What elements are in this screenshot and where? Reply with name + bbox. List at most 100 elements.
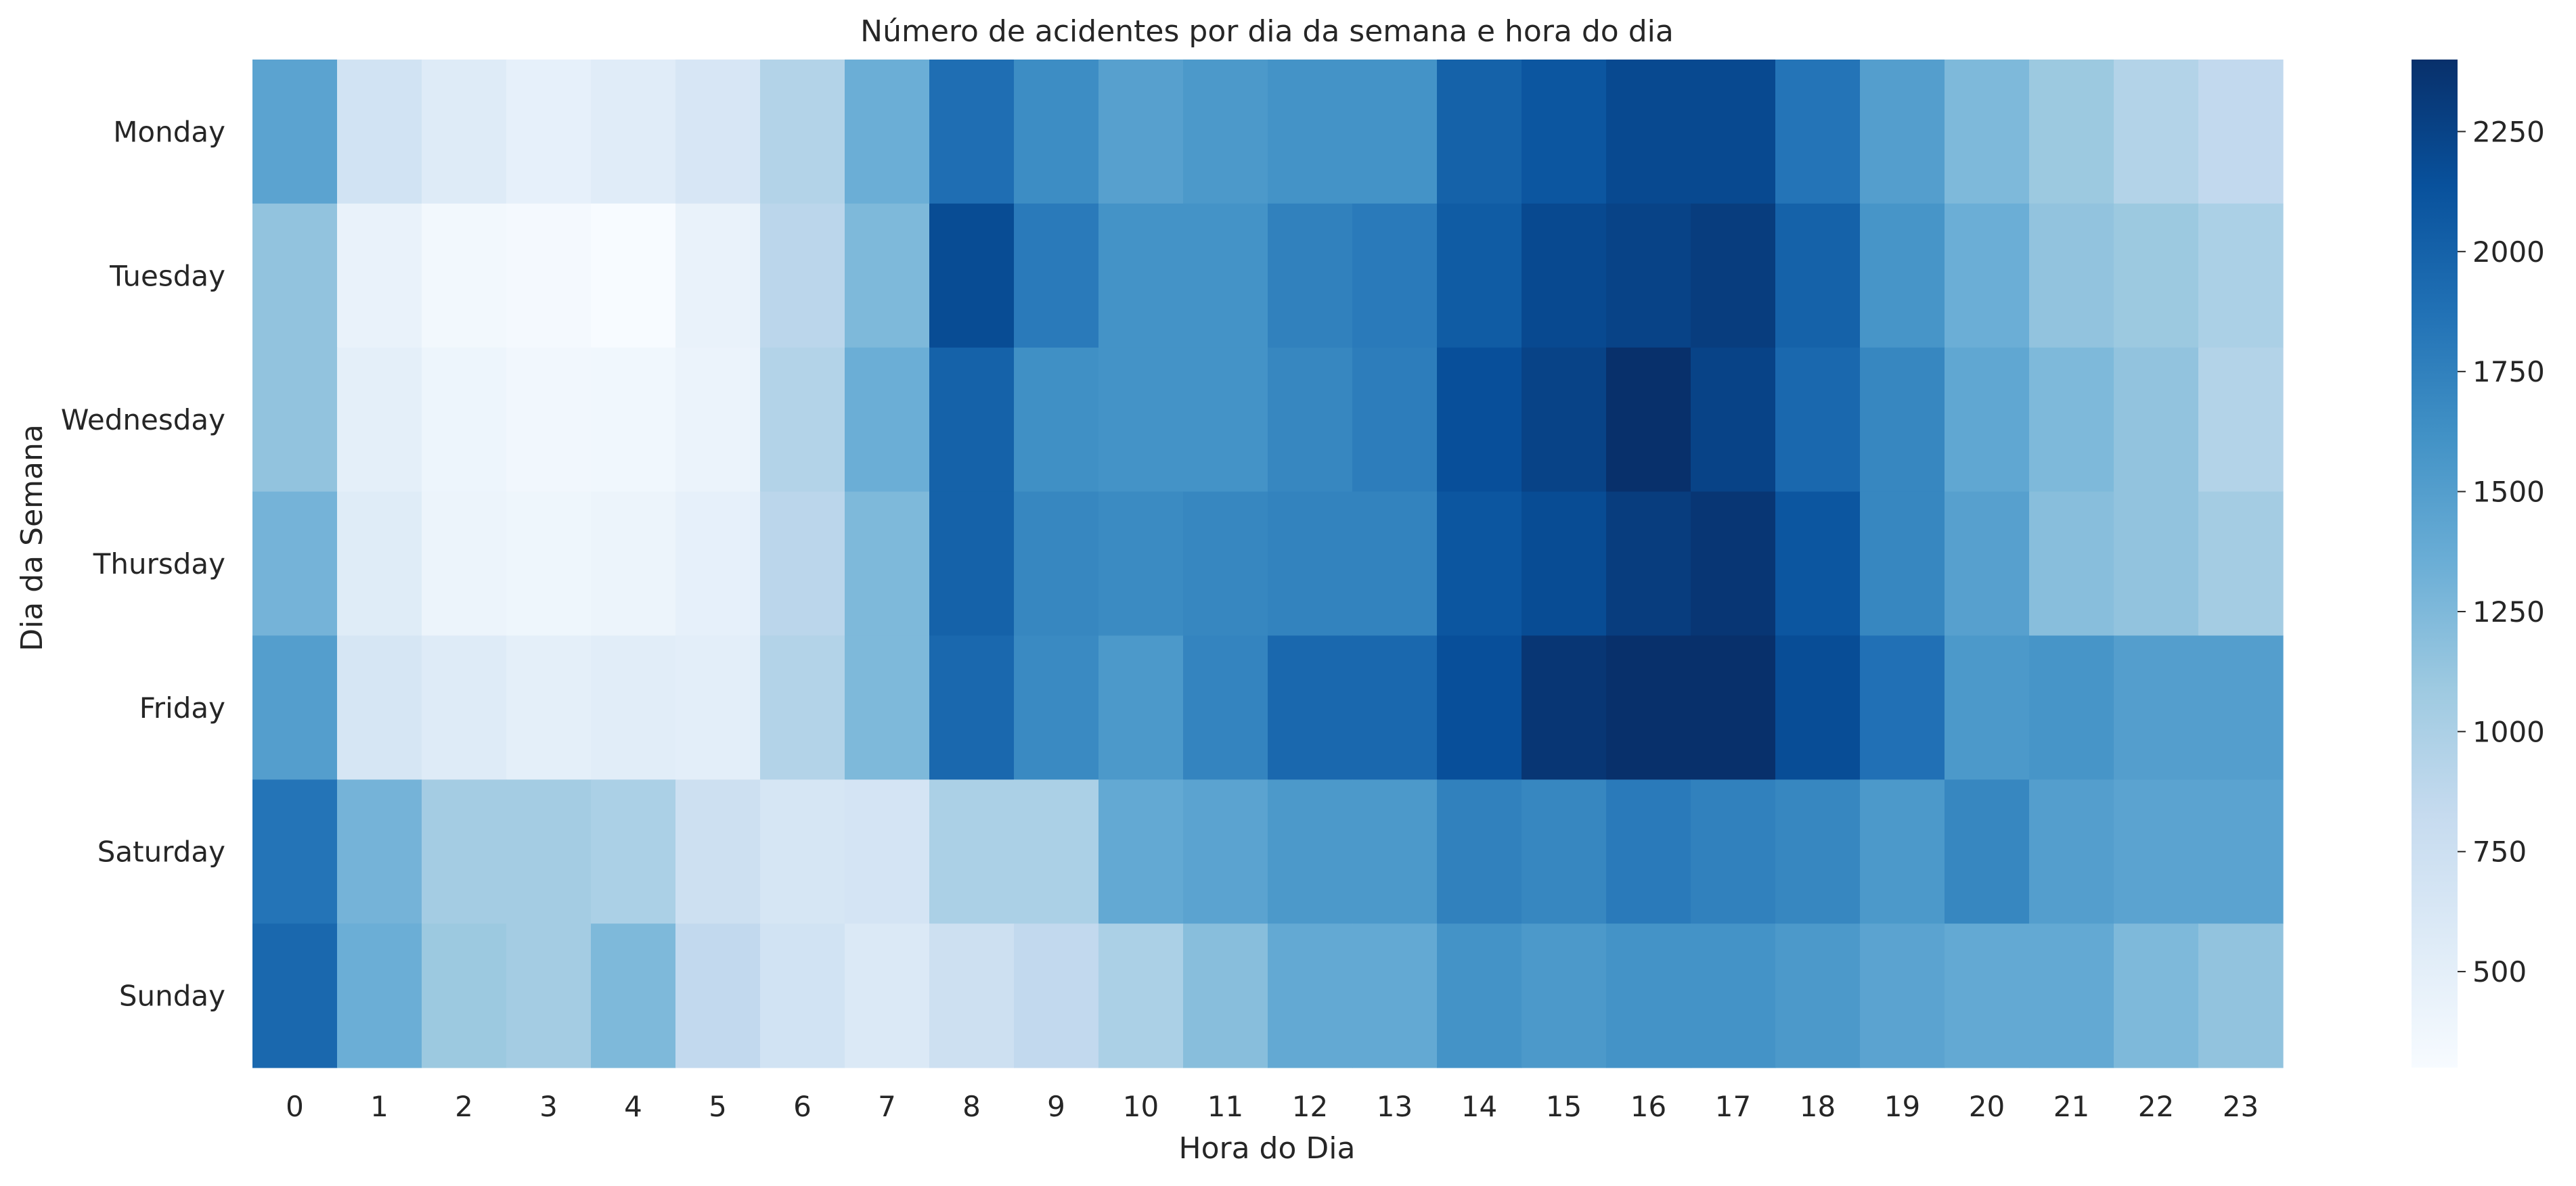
heatmap-cell	[675, 635, 761, 780]
heatmap-cell	[1860, 779, 1945, 924]
heatmap-cell	[1691, 347, 1776, 493]
x-axis-label: Hora do Dia	[1179, 1131, 1356, 1166]
heatmap-cell	[1775, 635, 1861, 780]
heatmap-cell	[591, 635, 676, 780]
colorbar-tick-label: 1750	[2472, 355, 2545, 388]
heatmap-cell	[506, 635, 592, 780]
heatmap-cell	[506, 491, 592, 637]
heatmap-cell	[1437, 779, 1522, 924]
heatmap-cell	[1860, 60, 1945, 204]
heatmap-cell	[1691, 635, 1776, 780]
heatmap-cell	[1775, 779, 1861, 924]
heatmap-cell	[675, 60, 761, 204]
heatmap-cell	[1945, 779, 2030, 924]
heatmap-cell	[1775, 923, 1861, 1068]
heatmap-cell	[675, 203, 761, 348]
heatmap-cell	[760, 347, 845, 493]
heatmap-cell	[2029, 203, 2114, 348]
heatmap-cell	[1098, 779, 1184, 924]
heatmap-cell	[591, 60, 676, 204]
x-tick-label: 3	[539, 1090, 558, 1123]
x-tick-label: 23	[2223, 1090, 2259, 1123]
heatmap-cell	[1014, 203, 1099, 348]
x-tick-label: 1	[370, 1090, 388, 1123]
heatmap-cell	[2029, 779, 2114, 924]
heatmap-cell	[2114, 203, 2199, 348]
heatmap-cell	[1352, 60, 1438, 204]
heatmap-cell	[929, 491, 1015, 637]
heatmap-cell	[1945, 60, 2030, 204]
x-tick-label: 11	[1207, 1090, 1243, 1123]
heatmap-cell	[1437, 635, 1522, 780]
heatmap-cell	[2198, 923, 2284, 1068]
heatmap-cell	[929, 923, 1015, 1068]
heatmap-cell	[591, 491, 676, 637]
x-tick-label: 21	[2053, 1090, 2089, 1123]
heatmap-cell	[252, 491, 338, 637]
x-tick-label: 12	[1292, 1090, 1328, 1123]
heatmap-cell	[760, 203, 845, 348]
colorbar-tick-label: 2250	[2472, 115, 2545, 148]
x-tick-label: 5	[709, 1090, 727, 1123]
heatmap-cell	[422, 923, 507, 1068]
x-tick-label: 9	[1047, 1090, 1065, 1123]
heatmap-cell	[1945, 203, 2030, 348]
heatmap-cell	[1522, 491, 1607, 637]
heatmap-cell	[1606, 779, 1691, 924]
colorbar-tick-label: 1000	[2472, 715, 2545, 748]
heatmap-cell	[1606, 635, 1691, 780]
y-tick-label: Monday	[113, 115, 225, 148]
heatmap-cell	[1268, 203, 1353, 348]
heatmap-cell	[1183, 60, 1268, 204]
heatmap-cell	[1183, 923, 1268, 1068]
heatmap-cell	[1014, 923, 1099, 1068]
heatmap-cell	[506, 923, 592, 1068]
heatmap-cell	[1098, 203, 1184, 348]
heatmap-cell	[1098, 635, 1184, 780]
y-tick-label: Saturday	[97, 836, 225, 869]
heatmap-cell	[337, 923, 422, 1068]
heatmap-cell	[1522, 635, 1607, 780]
x-tick-label: 6	[793, 1090, 812, 1123]
heatmap-cell	[2198, 347, 2284, 493]
heatmap-cell	[1860, 635, 1945, 780]
heatmap-cell	[845, 203, 930, 348]
colorbar-tick-label: 1250	[2472, 595, 2545, 629]
x-tick-label: 22	[2138, 1090, 2174, 1123]
y-tick-label: Sunday	[119, 980, 225, 1013]
heatmap-cell	[845, 60, 930, 204]
heatmap-cell	[422, 203, 507, 348]
heatmap-cell	[1352, 491, 1438, 637]
heatmap-cell	[1268, 347, 1353, 493]
heatmap-cell	[1606, 491, 1691, 637]
heatmap-cell	[929, 635, 1015, 780]
heatmap-cell	[1183, 491, 1268, 637]
heatmap-cell	[337, 491, 422, 637]
heatmap-cell	[1183, 203, 1268, 348]
heatmap-cell	[2198, 779, 2284, 924]
heatmap-cell	[1183, 779, 1268, 924]
x-tick-label: 13	[1377, 1090, 1413, 1123]
heatmap-cell	[1522, 203, 1607, 348]
heatmap-cell	[506, 347, 592, 493]
heatmap-cell	[252, 779, 338, 924]
colorbar-tick-label: 2000	[2472, 235, 2545, 269]
heatmap-cell	[1098, 60, 1184, 204]
heatmap-cell	[1775, 491, 1861, 637]
heatmap-cell	[2114, 60, 2199, 204]
heatmap-cell	[252, 923, 338, 1068]
heatmap-cell	[1606, 203, 1691, 348]
heatmap-cell	[591, 347, 676, 493]
heatmap-cell	[1775, 203, 1861, 348]
heatmap-cell	[422, 635, 507, 780]
x-tick-label: 7	[878, 1090, 896, 1123]
x-tick-label: 18	[1800, 1090, 1836, 1123]
heatmap-cell	[1691, 203, 1776, 348]
heatmap-cell	[1352, 923, 1438, 1068]
heatmap-cell	[1268, 923, 1353, 1068]
heatmap-cell	[1775, 347, 1861, 493]
heatmap-cell	[252, 203, 338, 348]
heatmap-cell	[252, 60, 338, 204]
heatmap-cell	[422, 60, 507, 204]
heatmap-cell	[1352, 779, 1438, 924]
